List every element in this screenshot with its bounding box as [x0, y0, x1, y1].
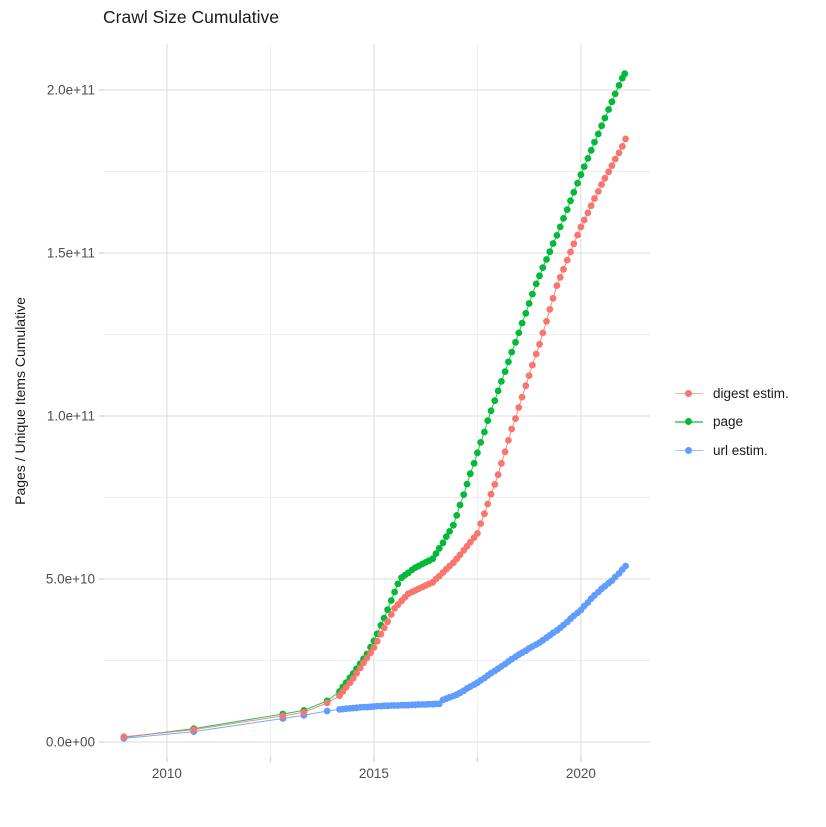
y-tick-label: 0.0e+00 — [46, 735, 95, 750]
legend-item-url: url estim. — [674, 436, 789, 465]
legend-item-page: page — [674, 408, 789, 437]
legend-key-icon — [674, 415, 704, 429]
y-tick-label: 1.0e+11 — [47, 408, 95, 423]
legend-label: url estim. — [713, 442, 768, 458]
legend-label: digest estim. — [713, 385, 789, 401]
series-line-url — [123, 565, 626, 739]
legend-label: page — [713, 414, 744, 430]
y-tick-labels: 0.0e+00 5.0e+10 1.0e+11 1.5e+11 2.0e+11 — [46, 82, 95, 749]
y-tick-label: 1.5e+11 — [47, 245, 95, 260]
x-tick-label: 2010 — [152, 766, 182, 781]
legend-key-icon — [674, 443, 704, 457]
grid-minor — [104, 44, 650, 757]
x-tick-label: 2015 — [359, 766, 389, 781]
series-points-url — [120, 562, 629, 742]
series-points-page — [120, 70, 629, 741]
axis-ticks — [99, 89, 582, 762]
grid-major — [104, 44, 650, 757]
y-tick-label: 2.0e+11 — [47, 82, 95, 97]
legend-key-icon — [674, 386, 704, 400]
y-tick-label: 5.0e+10 — [46, 571, 95, 586]
chart-title: Crawl Size Cumulative — [103, 7, 280, 27]
legend-item-digest: digest estim. — [674, 379, 789, 408]
x-tick-label: 2020 — [566, 766, 596, 781]
series-points-digest — [120, 135, 629, 741]
y-axis-title: Pages / Unique Items Cumulative — [12, 297, 28, 505]
legend: digest estim. page url estim. — [674, 379, 789, 465]
x-tick-labels: 2010 2015 2020 — [152, 766, 596, 781]
